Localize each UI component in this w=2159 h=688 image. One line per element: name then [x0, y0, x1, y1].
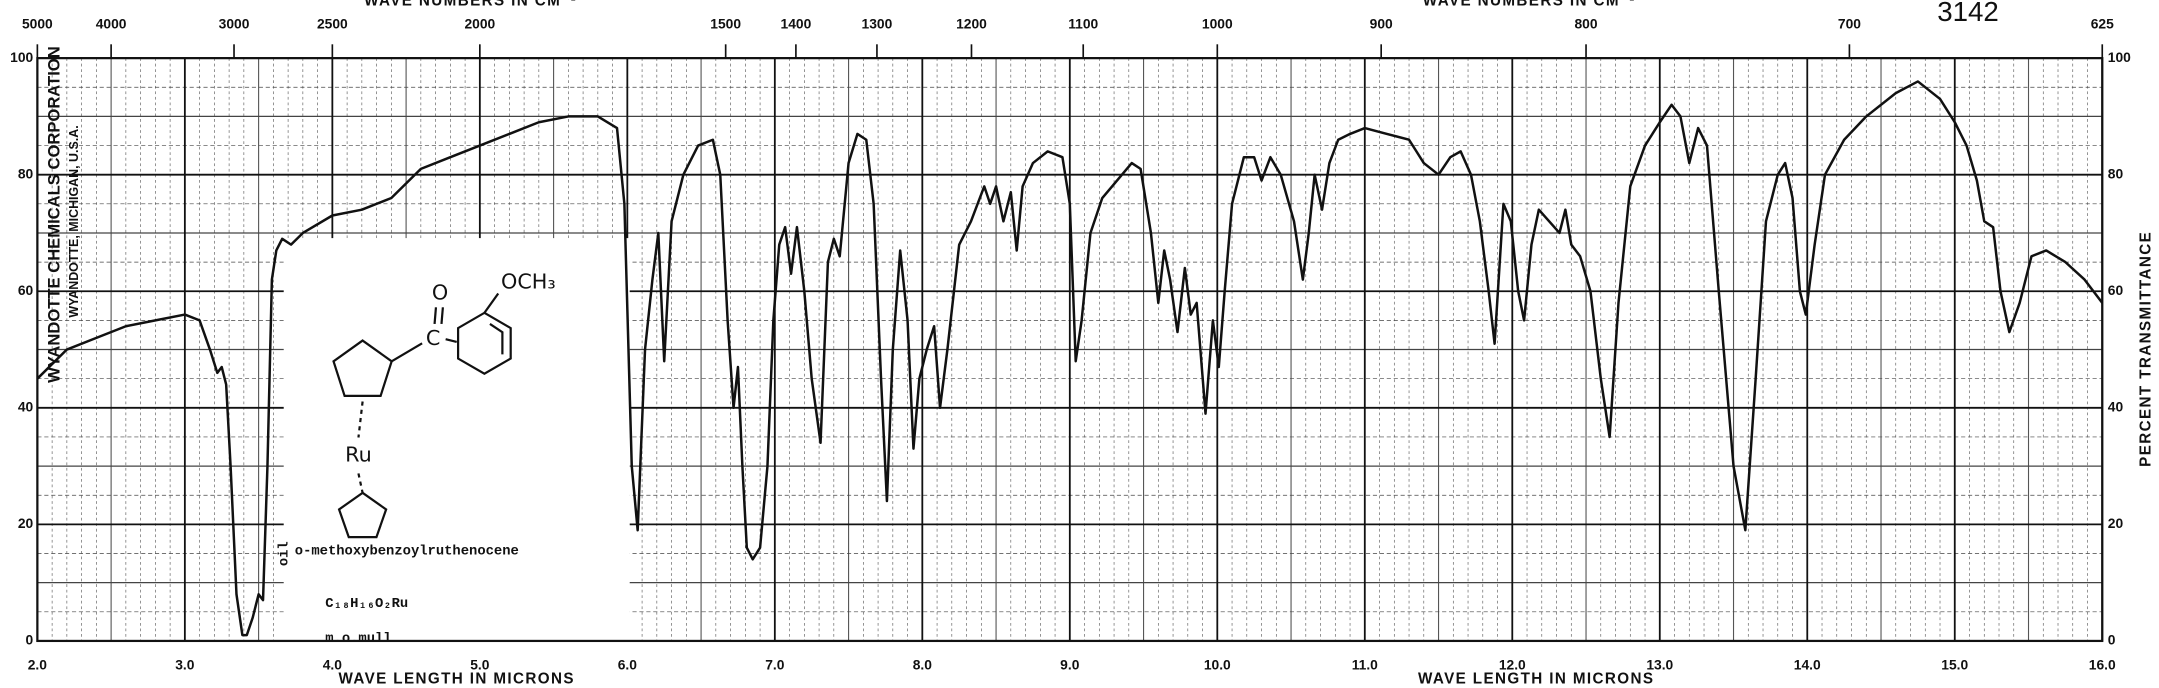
top-axis-title: WAVE NUMBERS IN CM⁻¹	[364, 0, 577, 9]
x2-tick-label: 900	[1370, 16, 1393, 32]
y-tick-label: 20	[18, 515, 34, 531]
x-axis-title: WAVE LENGTH IN MICRONS	[338, 671, 574, 688]
y-tick-label: 20	[2108, 515, 2124, 531]
x-tick-label: 14.0	[1794, 657, 1821, 673]
x2-tick-label: 2500	[317, 16, 348, 32]
x2-tick-label: 3000	[219, 16, 250, 32]
bond	[440, 307, 444, 325]
y-tick-label: 60	[18, 282, 34, 298]
x-axis-title: WAVE LENGTH IN MICRONS	[1418, 671, 1654, 688]
bond	[483, 292, 500, 314]
x-tick-label: 9.0	[1060, 657, 1080, 673]
x-tick-label: 3.0	[175, 657, 195, 673]
x-tick-label: 7.0	[765, 657, 785, 673]
x-tick-label: 15.0	[1941, 657, 1968, 673]
atom-label: Ru	[345, 442, 372, 466]
y-tick-label: 40	[2108, 398, 2124, 414]
x2-tick-label: 1500	[710, 16, 741, 32]
x2-tick-label: 2000	[464, 16, 495, 32]
band-note: oil	[276, 541, 292, 566]
x-tick-label: 10.0	[1204, 657, 1231, 673]
x-tick-label: 12.0	[1499, 657, 1526, 673]
plot: 2.0 3.0 4.0 5.0 6.0 7.0 8.0 9.0 10.0 11.0 12.0 13.0…	[10, 16, 2131, 673]
x-tick-label: 11.0	[1352, 657, 1378, 673]
inset	[332, 292, 512, 539]
x2-tick-label: 700	[1838, 16, 1861, 32]
y-tick-label: 40	[18, 398, 34, 414]
y-tick-label: 60	[2108, 282, 2124, 298]
cyclopentadienyl-ring	[332, 339, 393, 398]
x2-tick-label: 1000	[1202, 16, 1233, 32]
x2-tick-label: 1300	[862, 16, 893, 32]
x-tick-label: 6.0	[618, 657, 638, 673]
x2-tick-label: 1200	[956, 16, 987, 32]
compound-name: o-methoxybenzoylruthenocene	[295, 544, 519, 560]
sample-note: m.o.mull	[325, 631, 391, 647]
inset-box	[283, 238, 630, 641]
y-tick-label: 100	[10, 49, 33, 65]
spectrum-line	[36, 80, 2104, 637]
x-tick-label: 13.0	[1646, 657, 1673, 673]
company-location: WYANDOTTE, MICHIGAN, U.S.A.	[67, 125, 81, 317]
x-tick-label: 2.0	[28, 657, 48, 673]
y-tick-label: 80	[18, 165, 34, 181]
company-name: WYANDOTTE CHEMICALS CORPORATION	[45, 46, 64, 383]
y-tick-label: 0	[2108, 632, 2116, 648]
x2-tick-label: 4000	[96, 16, 127, 32]
bond	[391, 342, 423, 363]
x2-tick-label: 625	[2091, 16, 2114, 32]
top-axis-title: WAVE NUMBERS IN CM⁻¹	[1423, 0, 1636, 9]
atom-label: OCH₃	[501, 269, 556, 293]
plot-frame	[36, 57, 2104, 643]
atom-label: C	[426, 326, 440, 350]
bond	[357, 473, 364, 494]
benzene-ring	[456, 311, 512, 376]
x2-tick-label: 800	[1574, 16, 1597, 32]
x2-tick-label: 5000	[22, 16, 53, 32]
formula: C₁₈H₁₆O₂Ru	[325, 596, 408, 612]
bond	[433, 307, 438, 325]
y-axis-title: PERCENT TRANSMITTANCE	[2138, 231, 2155, 467]
x-tick-label: 8.0	[913, 657, 933, 673]
cyclopentadienyl-ring	[337, 491, 388, 539]
y-tick-label: 100	[2108, 49, 2131, 65]
y-tick-label: 0	[26, 632, 34, 648]
x2-tick-label: 1400	[781, 16, 812, 32]
atom-label: O	[432, 280, 448, 304]
bond	[445, 338, 457, 343]
bond	[357, 401, 364, 438]
bond	[489, 323, 504, 355]
x2-tick-label: 1100	[1068, 16, 1098, 32]
spectrum-number: 3142	[1937, 0, 1999, 27]
x-tick-label: 4.0	[323, 657, 343, 673]
y-tick-label: 80	[2108, 165, 2124, 181]
x-tick-label: 16.0	[2089, 657, 2116, 673]
x-tick-label: 5.0	[470, 657, 490, 673]
